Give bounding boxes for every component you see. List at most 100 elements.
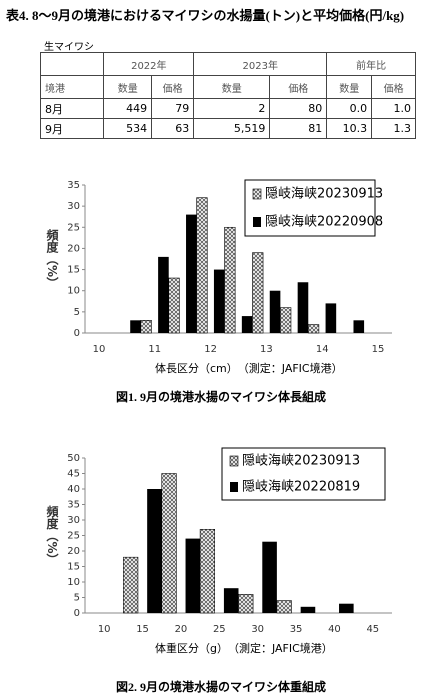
- legend-label: 隠岐海峡20230913: [242, 454, 360, 469]
- column-header: 価格: [371, 75, 416, 99]
- x-tick-label: 14: [316, 344, 329, 355]
- x-tick-label: 45: [366, 624, 379, 635]
- x-tick-label: 15: [372, 344, 385, 355]
- table-row: 9月 534 63 5,519 81 10.3 1.3: [39, 118, 416, 139]
- x-tick-label: 12: [204, 344, 217, 355]
- bar: [196, 197, 208, 334]
- group-label: 生マイワシ: [44, 42, 94, 53]
- bar: [224, 226, 236, 334]
- x-tick-label: 10: [93, 344, 106, 355]
- bar: [213, 269, 225, 333]
- bar: [185, 538, 201, 613]
- x-tick-label: 15: [136, 624, 149, 635]
- table-cell: 81: [269, 118, 328, 139]
- legend-swatch: [230, 482, 238, 492]
- table-row: 8月 449 79 2 80 0.0 1.0: [39, 98, 416, 119]
- bar: [353, 320, 365, 333]
- y-tick-label: 20: [67, 546, 80, 557]
- legend-label: 隠岐海峡20230913: [265, 187, 383, 202]
- y-tick-label: 35: [67, 500, 80, 511]
- bar: [262, 541, 277, 613]
- legend-box: [221, 447, 386, 501]
- y-axis-label: 頻度（%）: [45, 228, 59, 289]
- bar: [300, 606, 316, 613]
- y-tick-label: 10: [67, 286, 80, 297]
- x-tick-label: 20: [175, 624, 188, 635]
- bar: [223, 588, 239, 613]
- y-tick-label: 30: [67, 201, 80, 212]
- bar: [186, 214, 197, 333]
- data-table: 2022年 2023年 前年比 境港 数量 価格 数量 価格 数量 価格 8月 449 79 2 80 0.0…: [39, 52, 416, 139]
- table-cell: 9月: [39, 118, 105, 139]
- bar: [199, 528, 216, 614]
- legend-label: 隠岐海峡20220908: [265, 215, 383, 230]
- y-tick-label: 25: [67, 222, 80, 233]
- bar: [158, 256, 169, 333]
- table-cell: 1.0: [371, 98, 416, 119]
- bar: [238, 594, 254, 614]
- y-tick-label: 0: [74, 608, 80, 619]
- bar: [140, 320, 152, 334]
- bar: [280, 307, 292, 334]
- x-tick-label: 11: [148, 344, 161, 355]
- bar: [168, 277, 180, 334]
- table-cell: 534: [103, 118, 153, 139]
- bar: [252, 252, 264, 334]
- x-tick-label: 25: [213, 624, 226, 635]
- y-tick-label: 20: [67, 243, 80, 254]
- column-header: 数量: [193, 75, 271, 99]
- header-cell: [39, 52, 105, 76]
- figure-caption: 図2. 9月の境港水揚のマイワシ体重組成: [116, 679, 326, 694]
- x-tick-label: 40: [328, 624, 341, 635]
- y-axis-label: 頻度（%）: [45, 504, 59, 565]
- table-cell: 63: [151, 118, 195, 139]
- x-tick-label: 13: [260, 344, 273, 355]
- bar: [241, 316, 253, 333]
- bar: [339, 603, 354, 613]
- column-header: 数量: [326, 75, 373, 99]
- x-tick-label: 30: [251, 624, 264, 635]
- bar: [307, 324, 320, 334]
- y-tick-label: 45: [67, 469, 80, 480]
- y-tick-label: 50: [67, 453, 80, 464]
- legend-swatch: [253, 217, 261, 227]
- header-row: 2022年 2023年 前年比: [39, 52, 416, 76]
- table-title: 表4. 8～9月の境港におけるマイワシの水揚量(トン)と平均価格(円/kg): [6, 8, 405, 23]
- y-tick-label: 30: [67, 515, 80, 526]
- y-tick-label: 40: [67, 484, 80, 495]
- bar: [130, 320, 141, 333]
- bar: [276, 600, 292, 614]
- header-group: 2022年: [103, 52, 195, 76]
- y-tick-label: 5: [74, 307, 80, 318]
- column-header: 価格: [269, 75, 328, 99]
- bar: [161, 473, 177, 614]
- figure-caption: 図1. 9月の境港水揚のマイワシ体長組成: [116, 389, 326, 404]
- y-tick-label: 25: [67, 531, 80, 542]
- legend-label: 隠岐海峡20220819: [242, 480, 360, 495]
- bar: [147, 489, 162, 613]
- table-cell: 1.3: [371, 118, 416, 139]
- table-cell: 0.0: [326, 98, 373, 119]
- legend-box: [244, 179, 376, 237]
- header-row: 境港 数量 価格 数量 価格 数量 価格: [39, 75, 416, 99]
- legend-swatch: [229, 455, 239, 467]
- y-tick-label: 0: [74, 328, 80, 339]
- y-tick-label: 10: [67, 577, 80, 588]
- bar: [297, 282, 309, 333]
- x-axis-label: 体長区分（cm） （測定：JAFIC境港）: [155, 361, 343, 375]
- table-cell: 5,519: [193, 118, 271, 139]
- y-tick-label: 5: [74, 593, 80, 604]
- bar: [123, 556, 139, 614]
- y-tick-label: 35: [67, 180, 80, 191]
- x-tick-label: 10: [98, 624, 111, 635]
- legend-swatch: [252, 188, 262, 200]
- x-axis-label: 体重区分（g） （測定：JAFIC境港）: [155, 641, 333, 655]
- x-tick-label: 35: [290, 624, 303, 635]
- column-header: 数量: [103, 75, 153, 99]
- y-tick-label: 15: [67, 562, 80, 573]
- bar: [269, 290, 281, 333]
- y-tick-label: 15: [67, 265, 80, 276]
- header-group: 2023年: [193, 52, 328, 76]
- bar: [325, 303, 337, 333]
